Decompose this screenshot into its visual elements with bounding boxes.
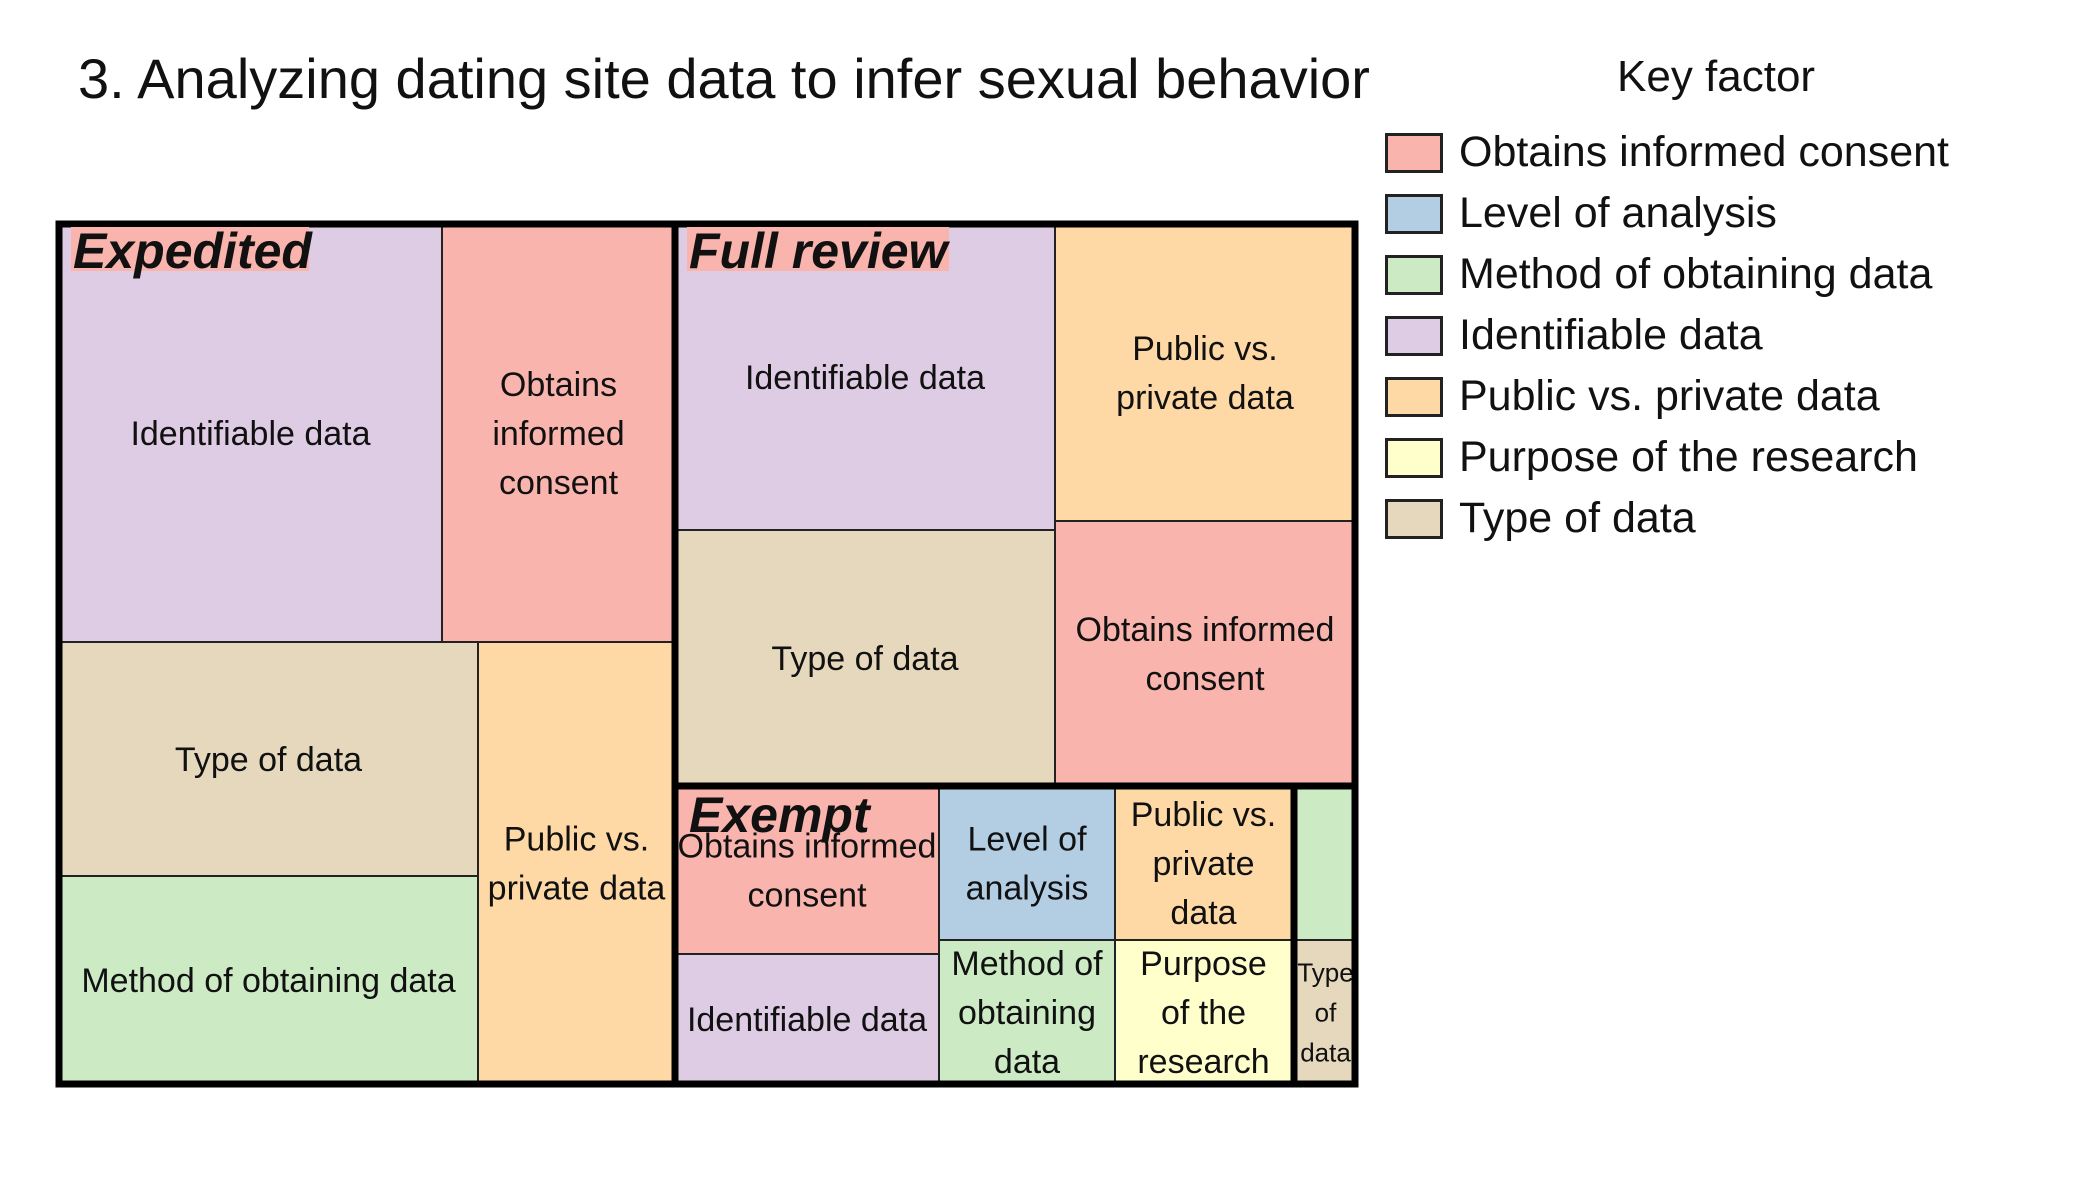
legend-items: Obtains informed consent Level of analys… — [1385, 122, 2025, 549]
treemap-group: Identifiable data Type of data Public vs. p… — [674, 223, 1356, 787]
legend-item: Purpose of the research — [1385, 427, 2025, 488]
treemap-cell — [938, 939, 1116, 1085]
treemap-cell-label: Obtains informed consent — [1076, 611, 1335, 698]
group-label-highlight — [687, 227, 949, 271]
legend-swatch — [1385, 437, 1443, 478]
treemap-cell — [938, 785, 1116, 941]
treemap-cell-label: Type of data — [771, 640, 958, 678]
treemap-cell-label: Identifiable data — [687, 1001, 927, 1039]
treemap-cell — [1295, 785, 1356, 941]
treemap: Identifiable data Obtains informed consent T… — [55, 220, 1359, 1088]
treemap-cell-label: Public vs. private data — [1131, 796, 1277, 932]
legend-item: Method of obtaining data — [1385, 244, 2025, 305]
legend-label: Level of analysis — [1459, 189, 1777, 237]
legend: Key factor Obtains informed consent Leve… — [1385, 52, 2025, 549]
legend-label: Obtains informed consent — [1459, 128, 1949, 176]
treemap-cell-label: Obtains informed consent — [492, 366, 624, 502]
treemap-cell-label: Public vs. private data — [1116, 330, 1294, 417]
legend-item: Public vs. private data — [1385, 366, 2025, 427]
legend-label: Purpose of the research — [1459, 433, 1918, 481]
legend-swatch — [1385, 498, 1443, 539]
legend-item: Type of data — [1385, 488, 2025, 549]
legend-item: Obtains informed consent — [1385, 122, 2025, 183]
treemap-group-label: Full review — [689, 223, 951, 279]
legend-item: Identifiable data — [1385, 305, 2025, 366]
treemap-group: Obtains informed consent Identifiable data… — [674, 785, 1356, 1085]
legend-title: Key factor — [1617, 52, 1816, 101]
treemap-cell-label: Purpose of the research — [1137, 945, 1269, 1081]
legend-swatch — [1385, 193, 1443, 234]
legend-swatch — [1385, 315, 1443, 356]
treemap-group-label: Expedited — [73, 223, 313, 279]
legend-item: Level of analysis — [1385, 183, 2025, 244]
treemap-cell — [477, 641, 676, 1085]
legend-swatch — [1385, 376, 1443, 417]
treemap-cell — [1114, 939, 1293, 1085]
legend-swatch — [1385, 254, 1443, 295]
treemap-cell — [58, 223, 443, 643]
chart-title: 3. Analyzing dating site data to infer s… — [78, 47, 1370, 110]
legend-label: Type of data — [1459, 494, 1696, 542]
treemap-cell — [674, 529, 1056, 787]
treemap-cell — [1054, 520, 1356, 787]
treemap-cell-label: Type of data — [175, 741, 362, 779]
treemap-cell-label: Method of obtaining data — [81, 962, 455, 1000]
treemap-cell-label: Identifiable data — [745, 359, 985, 397]
treemap-group-border — [671, 782, 1359, 1088]
treemap-group: Identifiable data Obtains informed consent T… — [58, 223, 676, 1085]
treemap-cell-label: Type of data — [1297, 957, 1353, 1067]
treemap-cell — [1054, 223, 1356, 522]
treemap-cell-label: Identifiable data — [130, 415, 370, 453]
treemap-cell-label: Level of analysis — [966, 821, 1089, 908]
treemap-group-label: Exempt — [689, 787, 872, 843]
treemap-cell — [674, 953, 940, 1085]
treemap-cell — [58, 875, 479, 1085]
treemap-cell-label: Obtains informed consent — [678, 828, 937, 915]
legend-label: Public vs. private data — [1459, 372, 1880, 420]
treemap-cell-label: Public vs. private data — [488, 821, 666, 908]
treemap-cell-label: Method of obtaining data — [951, 945, 1103, 1081]
legend-label: Method of obtaining data — [1459, 250, 1933, 298]
group-label-highlight — [71, 227, 309, 271]
legend-swatch — [1385, 132, 1443, 173]
treemap-cell — [58, 641, 479, 877]
legend-label: Identifiable data — [1459, 311, 1763, 359]
